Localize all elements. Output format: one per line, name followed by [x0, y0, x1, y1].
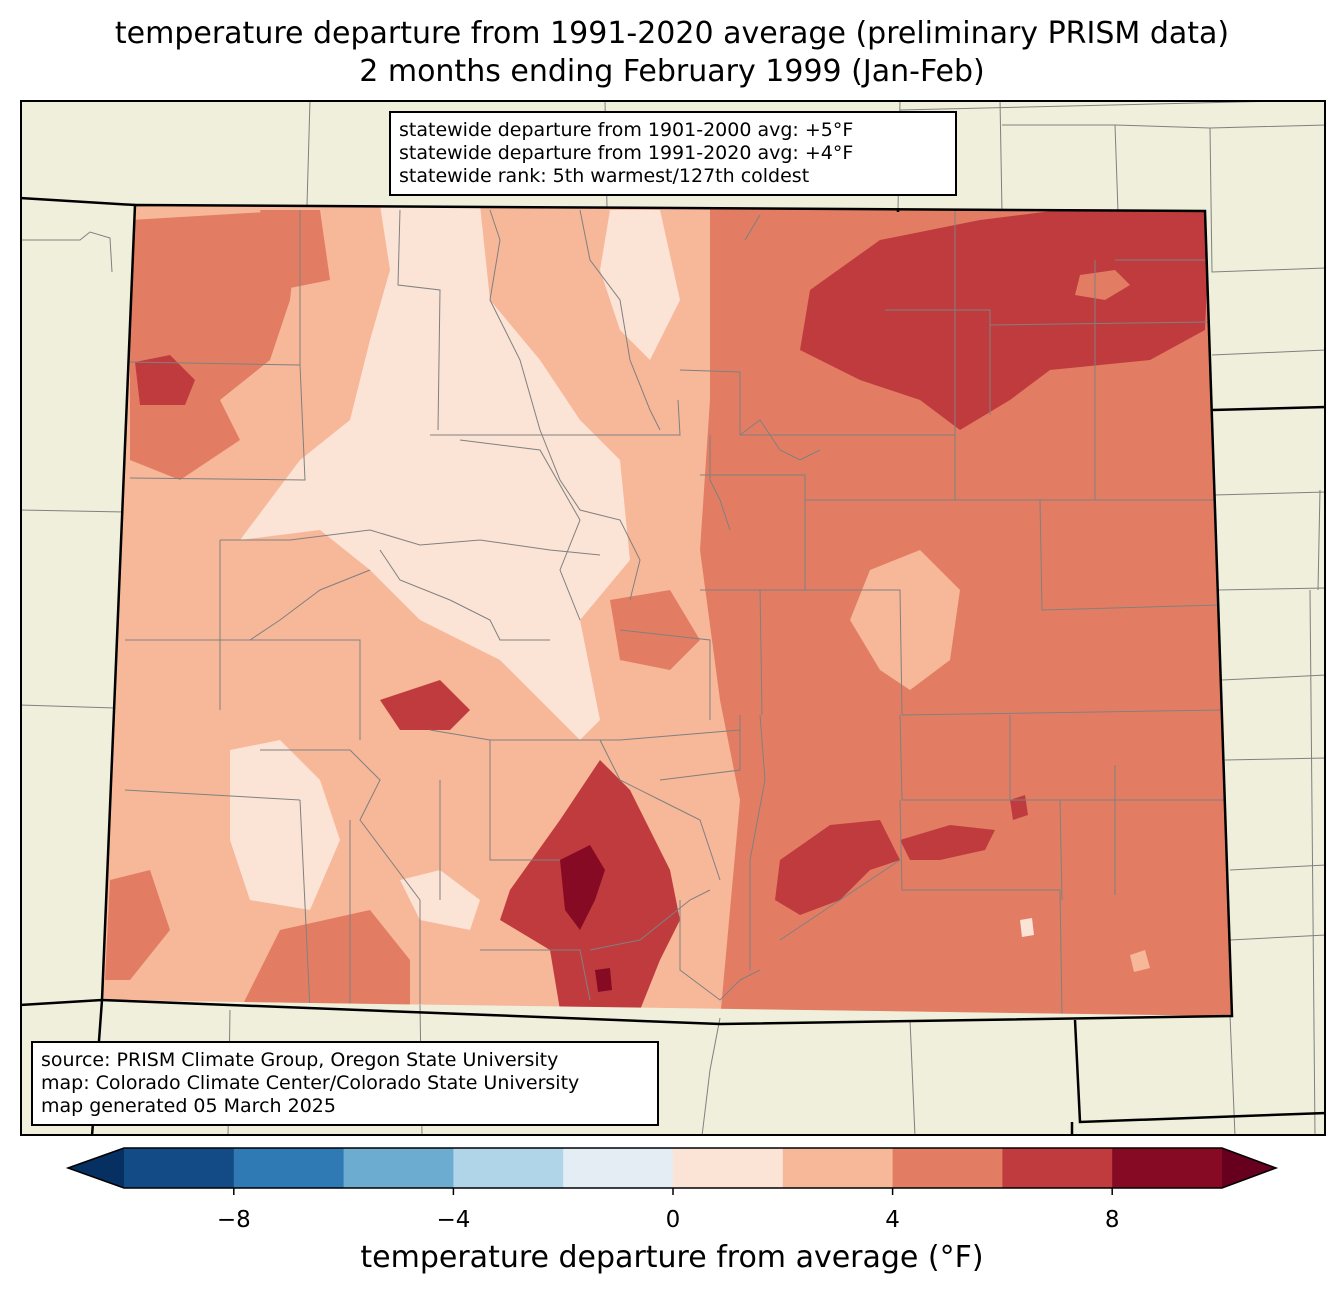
stats-line-1: statewide departure from 1901-2000 avg: …	[399, 119, 854, 141]
map-title-line2: 2 months ending February 1999 (Jan-Feb)	[359, 54, 985, 89]
colorbar-outline	[65, 1147, 1279, 1189]
colorbar-tick-label: −8	[216, 1207, 251, 1233]
colorbar-bin	[453, 1148, 564, 1188]
state-boundaries	[20, 196, 1326, 1136]
colorbar-bin	[1112, 1148, 1223, 1188]
statewide-stats-box: statewide departure from 1901-2000 avg: …	[389, 111, 957, 196]
border-nw	[20, 196, 136, 207]
colorbar-tick-label: 0	[665, 1207, 681, 1233]
colorbar-extend-low	[68, 1148, 124, 1188]
source-line-1: source: PRISM Climate Group, Oregon Stat…	[41, 1049, 559, 1071]
colorbar-bin	[1002, 1148, 1113, 1188]
border-se-1	[1073, 1019, 1326, 1124]
colorado-border	[100, 203, 1234, 1026]
source-line-3: map generated 05 March 2025	[41, 1095, 336, 1117]
colorbar-bin	[124, 1148, 235, 1188]
border-ne	[1211, 405, 1326, 412]
colorbar-tick-label: −4	[436, 1207, 471, 1233]
colorbar-tick-label: 4	[885, 1207, 900, 1233]
colorbar-bin	[343, 1148, 454, 1188]
colorado-county-lines	[124, 209, 1230, 1016]
colorbar-bin	[782, 1148, 894, 1188]
source-line-2: map: Colorado Climate Center/Colorado St…	[41, 1072, 580, 1094]
stats-line-2: statewide departure from 1991-2020 avg: …	[399, 142, 854, 164]
map-title-line1: temperature departure from 1991-2020 ave…	[114, 16, 1230, 51]
colorbar-bin	[563, 1148, 674, 1188]
colorbar-bin	[233, 1148, 345, 1188]
border-sw	[20, 998, 103, 1007]
colorado-map	[20, 100, 1326, 1136]
map-frame	[20, 100, 1326, 1136]
colorbar-bin	[673, 1148, 784, 1188]
colorbar-extend-high	[1222, 1148, 1276, 1188]
source-box: source: PRISM Climate Group, Oregon Stat…	[31, 1041, 659, 1126]
colorbar	[65, 1147, 1279, 1195]
colorbar-label: temperature departure from average (°F)	[360, 1240, 984, 1275]
colorbar-tick-label: 8	[1104, 1207, 1120, 1233]
stats-line-3: statewide rank: 5th warmest/127th coldes…	[399, 165, 810, 187]
temperature-departure-field	[102, 205, 1232, 1016]
colorbar-bin	[892, 1148, 1003, 1188]
